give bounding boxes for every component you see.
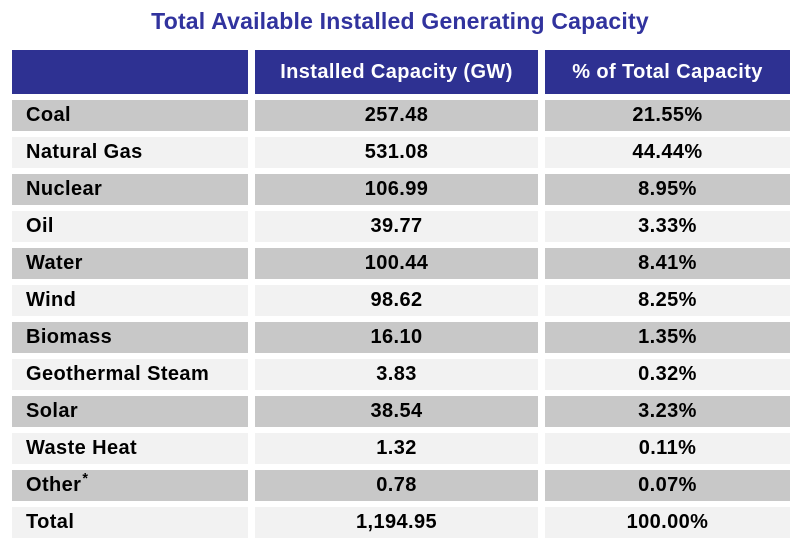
row-capacity: 100.44 [255,248,538,279]
row-percent: 8.41% [545,248,790,279]
header-installed-capacity: Installed Capacity (GW) [255,50,538,94]
row-label: Waste Heat [12,433,248,464]
header-percent-total: % of Total Capacity [545,50,790,94]
row-capacity: 98.62 [255,285,538,316]
capacity-table: Installed Capacity (GW) % of Total Capac… [12,50,790,538]
row-percent: 0.32% [545,359,790,390]
row-capacity: 257.48 [255,100,538,131]
row-capacity: 39.77 [255,211,538,242]
row-label: Natural Gas [12,137,248,168]
header-empty-cell [12,50,248,94]
row-label: Wind [12,285,248,316]
row-label: Geothermal Steam [12,359,248,390]
row-percent: 0.11% [545,433,790,464]
row-label: Solar [12,396,248,427]
row-capacity: 0.78 [255,470,538,501]
row-capacity: 1.32 [255,433,538,464]
row-label: Coal [12,100,248,131]
row-percent: 0.07% [545,470,790,501]
total-label: Total [12,507,248,538]
row-percent: 8.25% [545,285,790,316]
row-capacity: 16.10 [255,322,538,353]
row-capacity: 3.83 [255,359,538,390]
row-percent: 44.44% [545,137,790,168]
row-label: Nuclear [12,174,248,205]
row-label: Other * [12,470,248,501]
total-capacity: 1,194.95 [255,507,538,538]
row-percent: 21.55% [545,100,790,131]
row-percent: 3.23% [545,396,790,427]
row-capacity: 38.54 [255,396,538,427]
row-label: Water [12,248,248,279]
page-title: Total Available Installed Generating Cap… [151,8,649,34]
row-percent: 8.95% [545,174,790,205]
row-percent: 1.35% [545,322,790,353]
row-capacity: 106.99 [255,174,538,205]
row-label: Biomass [12,322,248,353]
row-capacity: 531.08 [255,137,538,168]
row-label: Oil [12,211,248,242]
total-percent: 100.00% [545,507,790,538]
row-percent: 3.33% [545,211,790,242]
footnote-asterisk: * [82,471,89,488]
